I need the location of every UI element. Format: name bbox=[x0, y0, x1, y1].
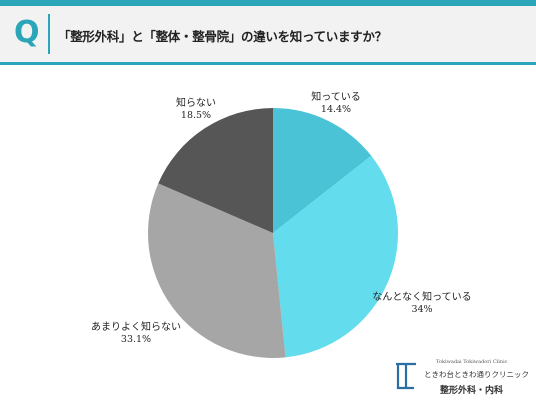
pie-slice bbox=[147, 183, 286, 358]
slice-label: 知っている bbox=[311, 90, 361, 103]
clinic-logo-mark-icon bbox=[396, 362, 416, 390]
question-header: Q 「整形外科」と「整体・整骨院」の違いを知っていますか？ bbox=[0, 6, 536, 62]
slice-label: なんとなく知っている bbox=[372, 290, 471, 303]
slice-label: あまりよく知らない bbox=[91, 320, 181, 333]
clinic-name-en: Tokiwadai Tokiwadori Clinic bbox=[436, 359, 508, 365]
slice-label: 知らない bbox=[176, 96, 216, 109]
pie-slice bbox=[273, 155, 398, 358]
clinic-logo: Tokiwadai Tokiwadori Clinic ときわ台ときわ通りクリニ… bbox=[394, 355, 534, 399]
header-bottom-border bbox=[0, 62, 536, 65]
slice-value-label: 33.1% bbox=[121, 334, 151, 345]
slice-value-label: 18.5% bbox=[181, 110, 211, 121]
slice-value-label: 34% bbox=[411, 304, 432, 315]
slice-value-label: 14.4% bbox=[321, 104, 351, 115]
clinic-dept: 整形外科・内科 bbox=[440, 386, 504, 396]
clinic-name-jp: ときわ台ときわ通りクリニック bbox=[424, 370, 529, 379]
q-mark: Q bbox=[14, 15, 40, 50]
q-divider bbox=[48, 14, 50, 54]
top-accent-border bbox=[0, 0, 536, 6]
question-text: 「整形外科」と「整体・整骨院」の違いを知っていますか？ bbox=[58, 29, 387, 44]
pie-slice bbox=[158, 107, 273, 233]
pie-slice bbox=[273, 108, 372, 233]
